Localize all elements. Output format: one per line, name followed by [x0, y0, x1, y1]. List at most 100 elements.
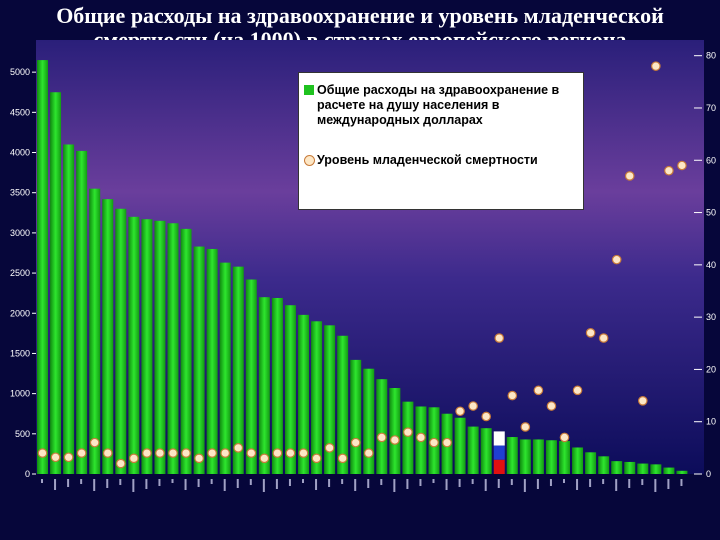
mortality-point	[611, 254, 622, 265]
mortality-point	[520, 422, 531, 432]
mortality-point	[507, 390, 518, 401]
chart-title: Общие расходы на здравоохранение и урове…	[0, 4, 720, 52]
x-tick-label	[288, 479, 291, 486]
bar	[219, 262, 231, 474]
mortality-point	[468, 401, 478, 411]
bar	[298, 314, 309, 474]
bar	[245, 279, 257, 474]
bar	[389, 388, 401, 474]
x-tick-label	[510, 479, 513, 485]
bar	[650, 464, 662, 474]
bar-series	[37, 60, 688, 475]
bar	[167, 223, 179, 474]
right-axis: 0 10 20 30 40 50 60 70 80	[694, 51, 716, 479]
mortality-point	[637, 395, 648, 406]
x-tick-label	[54, 479, 57, 490]
x-tick-label	[367, 479, 370, 488]
bar	[141, 219, 153, 474]
bar	[324, 325, 336, 474]
left-tick-label: 4000	[10, 148, 30, 158]
x-tick-label	[589, 479, 592, 487]
x-tick-label	[67, 479, 70, 487]
x-tick-label	[106, 479, 109, 488]
mortality-point	[311, 453, 322, 464]
x-tick-label	[419, 479, 422, 486]
bar	[89, 188, 101, 474]
x-tick-label	[158, 479, 161, 486]
mortality-point	[651, 61, 661, 71]
bar	[102, 199, 114, 474]
mortality-point	[272, 448, 283, 458]
legend: Общие расходы на здравоохранение в расче…	[298, 72, 584, 210]
x-tick-label	[145, 479, 148, 489]
x-tick-label	[484, 479, 487, 491]
x-tick-label	[328, 479, 331, 487]
bar	[128, 216, 140, 474]
right-tick-label: 10	[706, 417, 716, 427]
x-tick-label	[628, 479, 631, 488]
x-tick-label	[576, 479, 579, 490]
mortality-point	[155, 448, 165, 458]
bar	[350, 359, 362, 474]
bar	[376, 379, 388, 474]
chart-title-line1: Общие расходы на здравоохранение и урове…	[56, 3, 664, 28]
x-tick-label	[667, 479, 670, 489]
left-tick-label: 5000	[10, 67, 30, 77]
left-tick-label: 3500	[10, 188, 30, 198]
x-tick-label	[80, 479, 83, 484]
mortality-point	[494, 333, 505, 343]
x-tick-label	[641, 479, 644, 485]
bar	[63, 144, 75, 474]
mortality-point	[585, 328, 596, 338]
bar	[506, 437, 518, 474]
x-tick-label	[615, 479, 618, 491]
right-tick-label: 0	[706, 469, 711, 479]
x-tick-label	[197, 479, 200, 487]
mortality-point	[533, 385, 544, 396]
x-tick-label	[380, 479, 383, 485]
bar	[598, 456, 610, 474]
bar	[193, 246, 205, 474]
x-tick-label	[432, 479, 435, 483]
right-tick-label: 40	[706, 260, 716, 270]
dot-series	[37, 61, 687, 469]
x-tick-label	[497, 479, 500, 488]
left-tick-label: 4500	[10, 107, 30, 117]
x-tick-label	[119, 479, 122, 485]
bar	[585, 452, 597, 474]
x-tick-label	[445, 479, 448, 490]
mortality-point	[559, 432, 570, 443]
mortality-point	[89, 437, 100, 448]
mortality-point	[220, 448, 230, 458]
x-tick-label	[249, 479, 252, 485]
x-tick-label	[275, 479, 278, 489]
mortality-point	[233, 443, 244, 453]
mortality-point	[376, 432, 387, 443]
x-tick-label	[132, 479, 135, 492]
right-tick-label: 80	[706, 51, 716, 61]
bar	[311, 321, 323, 474]
left-axis: 0 500 1000 1500 2000 2500 3000 3500 4000 4500 5000	[10, 67, 36, 479]
bar	[115, 208, 127, 474]
bar	[258, 297, 270, 474]
mortality-point	[572, 385, 583, 396]
mortality-point	[324, 443, 335, 453]
bar	[50, 92, 62, 475]
legend-bars-label: Общие расходы на здравоохранение в расче…	[317, 83, 560, 127]
legend-bar-swatch	[304, 85, 314, 95]
mortality-point	[664, 165, 674, 176]
mortality-point	[102, 448, 113, 458]
bar	[611, 461, 623, 474]
bar	[663, 467, 675, 474]
bar	[232, 266, 244, 474]
bar	[559, 441, 570, 474]
x-tick-label	[393, 479, 396, 492]
mortality-point	[546, 401, 557, 411]
left-tick-label: 1500	[10, 348, 30, 358]
mortality-point	[598, 333, 609, 343]
mortality-point	[677, 160, 687, 171]
legend-dot-swatch	[304, 155, 315, 166]
mortality-point	[207, 448, 217, 458]
x-tick-label	[302, 479, 304, 483]
